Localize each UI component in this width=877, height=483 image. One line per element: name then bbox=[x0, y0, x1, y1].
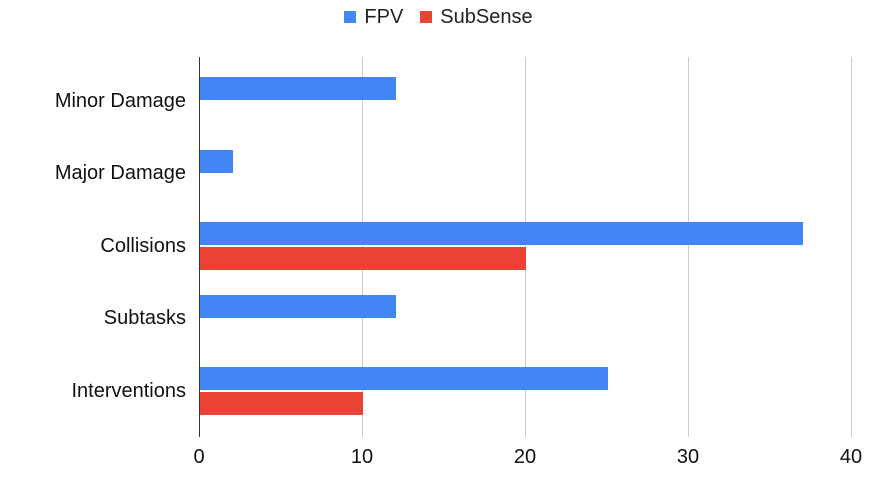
x-tick-label-0: 0 bbox=[193, 446, 205, 468]
gridline-x-30 bbox=[688, 57, 689, 437]
category-label-interventions: Interventions bbox=[71, 379, 186, 402]
category-label-subtasks: Subtasks bbox=[103, 307, 186, 329]
category-label-minor-damage: Minor Damage bbox=[54, 89, 186, 112]
bar-fpv-subtasks bbox=[200, 294, 396, 318]
legend-item-subsense: SubSense bbox=[420, 5, 533, 29]
legend-label-fpv: FPV bbox=[364, 6, 404, 28]
x-tick-label-20: 20 bbox=[513, 446, 537, 468]
x-tick-label-40: 40 bbox=[839, 446, 863, 468]
chart-legend: FPV SubSense bbox=[0, 5, 877, 29]
bar-subsense-collisions bbox=[200, 247, 526, 270]
x-tick-label-30: 30 bbox=[676, 446, 700, 468]
legend-label-subsense: SubSense bbox=[440, 6, 533, 28]
bar-subsense-interventions bbox=[200, 392, 363, 415]
x-tick-label-10: 10 bbox=[350, 446, 374, 468]
legend-item-fpv: FPV bbox=[344, 5, 403, 29]
bar-fpv-collisions bbox=[200, 222, 804, 245]
category-label-collisions: Collisions bbox=[100, 234, 186, 257]
bar-fpv-major-damage bbox=[200, 149, 233, 173]
bar-fpv-interventions bbox=[200, 367, 608, 390]
legend-swatch-fpv-icon bbox=[344, 11, 357, 23]
gridline-x-40 bbox=[851, 57, 852, 437]
bar-fpv-minor-damage bbox=[200, 77, 396, 100]
category-label-major-damage: Major Damage bbox=[54, 162, 186, 184]
y-axis-line bbox=[199, 57, 200, 437]
legend-swatch-subsense-icon bbox=[420, 11, 433, 23]
